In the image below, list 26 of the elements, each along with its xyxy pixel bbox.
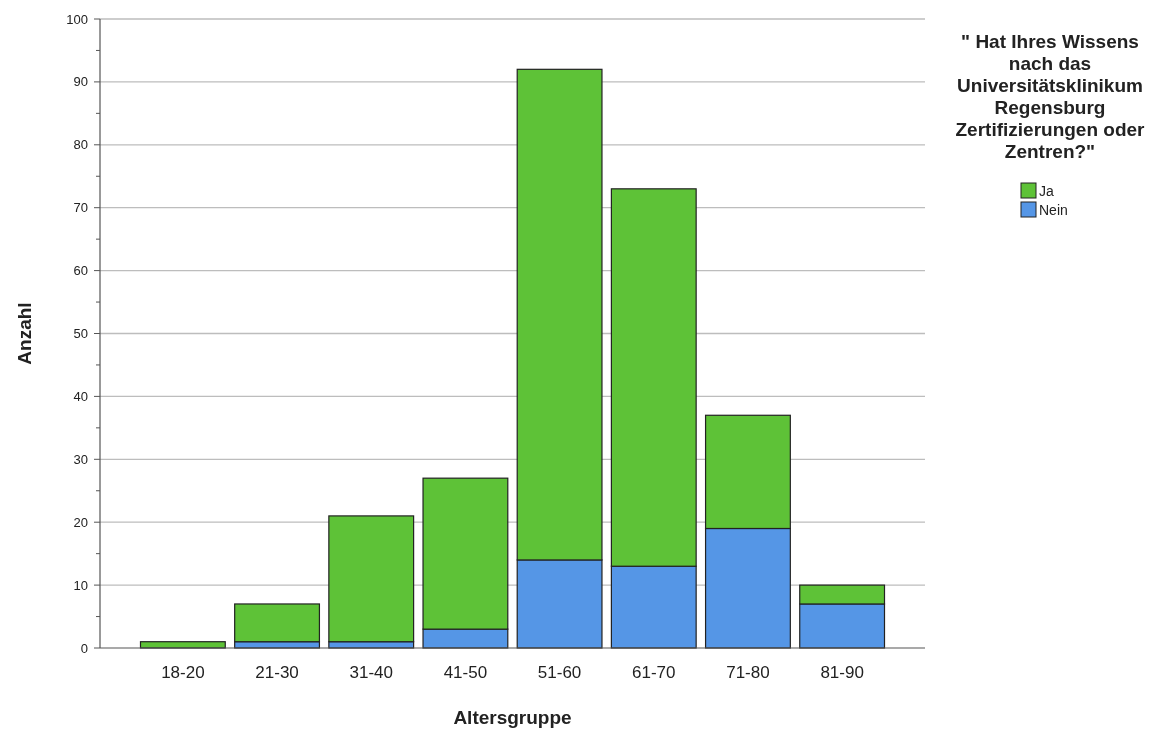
x-tick-label: 61-70 — [632, 663, 676, 682]
x-tick-label: 31-40 — [349, 663, 393, 682]
bar — [234, 603, 321, 643]
y-tick-label: 20 — [73, 514, 88, 530]
x-axis-title: Altersgruppe — [453, 707, 572, 728]
y-axis-title: Anzahl — [14, 302, 35, 365]
bar — [328, 515, 415, 643]
y-tick-label: 10 — [73, 577, 88, 593]
legend-label: Ja — [1039, 182, 1054, 199]
y-tick-label: 50 — [73, 326, 88, 342]
y-tick-label: 90 — [73, 74, 88, 90]
x-tick-label: 21-30 — [255, 663, 299, 682]
legend-label: Nein — [1039, 201, 1068, 218]
legend-title: " Hat Ihres Wissens nach das Universitätsklinikum Regensburg Zertifizierungen oder Zentren?" — [955, 31, 1146, 162]
x-tick-label: 51-60 — [537, 663, 582, 682]
y-tick-label: 30 — [73, 451, 88, 467]
x-tick-label: 18-20 — [161, 663, 205, 682]
y-tick-label: 70 — [73, 200, 88, 216]
y-tick-label: 100 — [66, 11, 88, 27]
x-tick-label: 71-80 — [726, 663, 770, 682]
y-tick-label: 0 — [80, 640, 88, 656]
y-tick-label: 60 — [73, 263, 88, 279]
y-tick-label: 80 — [73, 137, 88, 153]
x-tick-label: 81-90 — [820, 663, 864, 682]
y-tick-label: 40 — [73, 388, 88, 404]
x-tick-label: 41-50 — [443, 663, 488, 682]
